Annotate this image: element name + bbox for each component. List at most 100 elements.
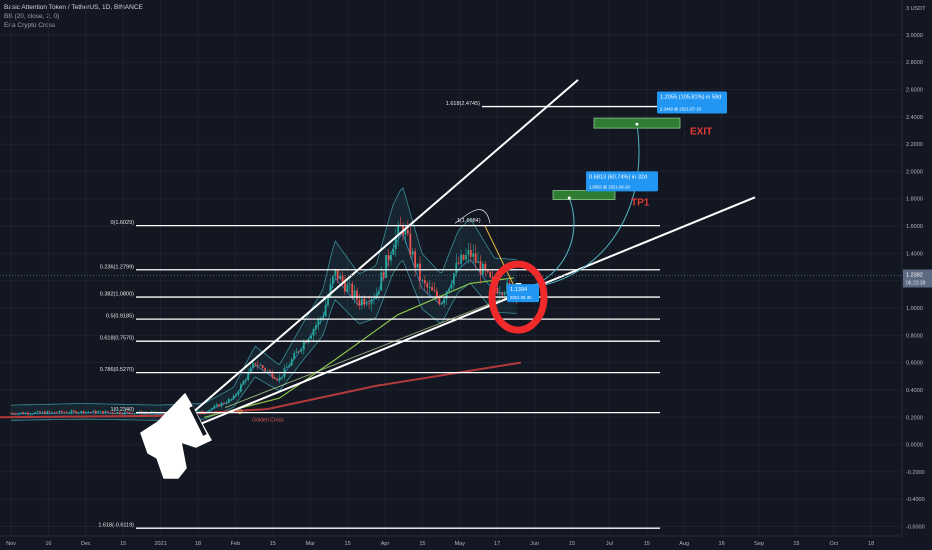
candle-body [215,404,218,406]
candle-body [443,299,446,304]
candle-body [12,413,15,415]
time-tick-label: 15 [345,541,351,547]
indicator-bb-label[interactable]: BB (20, close, 2, 0) [4,13,60,20]
candle-body [145,412,148,414]
candle-body [322,316,325,319]
current-price-label: 1.2382 [906,272,923,278]
candle-body [41,411,44,413]
candle-body [53,411,56,413]
price-tick-label: 0.6000 [906,361,923,367]
candle-body [380,272,383,291]
candle-body [392,248,395,255]
candle-body [327,296,329,306]
candle-body [409,233,412,255]
candle-body [445,291,448,300]
time-tick-label: Oct [830,541,839,547]
candle-body [450,284,453,289]
candle-body [89,412,92,413]
candle-body [73,410,75,412]
candle-body [339,275,342,280]
candle-body [472,253,475,257]
candle-body [56,412,58,414]
indicator-cross-label[interactable]: Ena Crypto Cross [4,22,56,29]
price-tick-label: 2.2000 [906,142,923,148]
candle-body [259,365,262,367]
candle-body [293,353,296,360]
candle-body [34,412,37,414]
candle-body [312,329,315,336]
candle-body [431,287,433,291]
candle-body [36,411,39,413]
time-tick-label: Sep [754,541,764,547]
bb-basis [11,233,517,415]
tooltip-low [507,284,539,303]
candle-body [133,413,136,415]
candle-body [128,411,131,414]
candle-body [266,370,269,372]
time-tick-label: 18 [195,541,201,547]
candle-body [397,224,400,237]
candle-body [244,380,247,382]
candle-body [123,411,126,414]
candle-body [310,335,312,339]
fib-label: 0.236(1.2799) [100,264,134,270]
candle-body [346,284,349,292]
candle-body [68,412,70,414]
candle-body [302,341,305,350]
candle-body [496,287,499,294]
candle-body [63,412,66,414]
candle-body [467,250,470,255]
candle-body [121,413,124,415]
price-axis-currency: 3 USDT [906,6,926,12]
candle-body [29,413,32,415]
candle-body [19,412,22,414]
candle-body [361,298,363,306]
candle-body [82,411,85,414]
candle-body [264,368,266,371]
candle-body [99,411,102,412]
candle-body [271,371,274,378]
fib-label: 1.618(-0.6119) [98,523,134,529]
time-tick-label: May [455,541,466,547]
candle-body [290,359,293,366]
time-tick-label: Apr [381,541,390,547]
candle-body [24,412,27,414]
lower-trend-line [199,196,756,426]
countdown-label: 06:23:39 [906,280,926,286]
channel-arc [454,209,491,224]
support-line [224,299,501,409]
exit-point [635,122,639,126]
candle-body [225,402,228,404]
candle-body [252,363,254,368]
candle-body [201,410,204,413]
price-tick-label: 2.0000 [906,169,923,175]
price-tick-label: 1.8000 [906,197,923,203]
time-tick-label: Aug [679,541,689,547]
candle-body [469,250,472,257]
candle-body [281,376,283,378]
price-tick-label: 1.0000 [906,306,923,312]
candle-body [10,413,12,414]
price-tick-label: 2.6000 [906,87,923,93]
candle-body [358,299,361,306]
highlight-circle [488,260,548,334]
candle-body [315,325,317,330]
candle-body [256,364,259,366]
candle-body [489,271,492,278]
candle-body [249,367,252,373]
candle-body [39,411,41,413]
candle-body [436,291,438,298]
candle-body [242,381,245,385]
candle-body [111,412,114,414]
candle-body [448,288,450,292]
tooltip-low-line2: 2021-05-30 [510,295,532,300]
candle-body [477,261,479,263]
candle-body [390,254,392,261]
time-tick-label: 15 [644,541,650,547]
candle-body [406,229,409,234]
candle-body [46,411,49,414]
price-tick-label: 2.8000 [906,60,923,66]
candle-body [196,411,199,413]
candle-body [148,413,150,414]
